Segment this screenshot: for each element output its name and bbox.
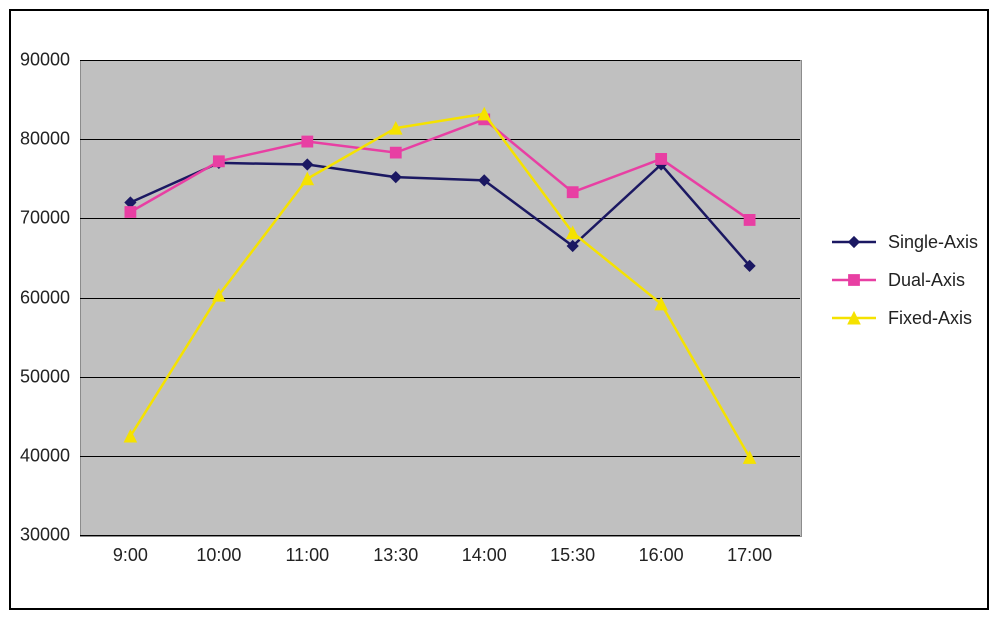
series-marker: [302, 159, 313, 170]
series-marker: [125, 207, 136, 218]
y-tick-label: 70000: [10, 208, 70, 229]
series-line-single-axis: [130, 163, 749, 266]
legend-item-fixed-axis: Fixed-Axis: [830, 306, 978, 330]
x-tick-label: 15:30: [550, 545, 595, 566]
y-tick-label: 30000: [10, 525, 70, 546]
x-tick-label: 11:00: [285, 545, 329, 566]
y-tick-label: 50000: [10, 366, 70, 387]
legend-label: Dual-Axis: [888, 270, 965, 291]
series-svg: [80, 60, 800, 535]
chart-plot-area: [80, 60, 800, 535]
series-marker: [390, 147, 401, 158]
series-marker: [744, 215, 755, 226]
x-tick-label: 17:00: [727, 545, 772, 566]
y-tick-label: 60000: [10, 287, 70, 308]
series-marker: [301, 173, 313, 185]
legend: Single-Axis Dual-Axis Fixed-Axis: [830, 230, 978, 344]
series-marker: [656, 154, 667, 165]
series-marker: [567, 187, 578, 198]
series-marker: [213, 156, 224, 167]
y-tick-label: 90000: [10, 50, 70, 71]
x-tick-label: 9:00: [113, 545, 148, 566]
series-marker: [390, 172, 401, 183]
x-tick-label: 10:00: [196, 545, 241, 566]
legend-swatch: [830, 306, 878, 330]
y-tick-label: 80000: [10, 129, 70, 150]
series-marker: [124, 430, 136, 442]
series-marker: [744, 451, 756, 463]
legend-label: Single-Axis: [888, 232, 978, 253]
legend-item-single-axis: Single-Axis: [830, 230, 978, 254]
legend-swatch: [830, 268, 878, 292]
legend-item-dual-axis: Dual-Axis: [830, 268, 978, 292]
gridline: [80, 535, 800, 536]
legend-label: Fixed-Axis: [888, 308, 972, 329]
x-tick-label: 13:30: [373, 545, 418, 566]
x-tick-label: 16:00: [639, 545, 684, 566]
y-tick-label: 40000: [10, 445, 70, 466]
legend-swatch: [830, 230, 878, 254]
series-marker: [302, 136, 313, 147]
x-tick-label: 14:00: [462, 545, 507, 566]
